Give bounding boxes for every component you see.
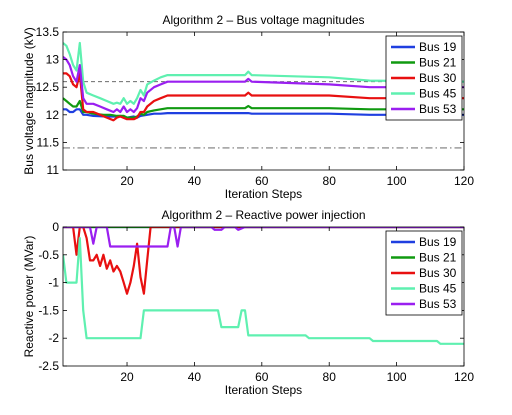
- x-tick-label: 60: [255, 370, 269, 384]
- x-tick-label: 20: [120, 174, 134, 188]
- y-tick-label: 13.5: [36, 25, 60, 39]
- y-tick-label: 11: [47, 163, 60, 177]
- series-line-bus-53: [63, 55, 464, 114]
- chart-title: Algorithm 2 – Bus voltage magnitudes: [162, 13, 364, 27]
- legend-entry: Bus 45: [419, 282, 457, 296]
- y-tick-label: -0.5: [38, 248, 59, 262]
- x-tick-label: 80: [323, 174, 337, 188]
- x-tick-label: 80: [323, 370, 337, 384]
- y-tick-label: 12.5: [36, 80, 60, 94]
- legend-entry: Bus 19: [419, 235, 457, 249]
- y-tick-label: 13: [46, 53, 60, 67]
- axes-frame: [62, 226, 465, 367]
- axes-frame: [62, 31, 465, 171]
- legend-entry: Bus 21: [419, 251, 457, 265]
- y-tick-label: 11.5: [37, 135, 60, 149]
- x-tick-label: 120: [454, 174, 474, 188]
- y-tick-label: -1.5: [38, 303, 59, 317]
- series-line-bus-30: [63, 227, 464, 295]
- series-line-bus-45: [63, 41, 464, 105]
- y-tick-label: -1: [48, 276, 59, 290]
- x-tick-label: 100: [387, 174, 407, 188]
- legend-entry: Bus 19: [419, 40, 457, 54]
- legend-entry: Bus 30: [419, 266, 457, 280]
- x-axis-label: Iteration Steps: [225, 383, 302, 397]
- x-tick-label: 40: [188, 174, 202, 188]
- series-group: [63, 41, 464, 122]
- series-line-bus-21: [63, 97, 464, 119]
- y-tick-label: -2.5: [38, 359, 59, 373]
- legend-entry: Bus 53: [419, 102, 457, 116]
- x-tick-label: 60: [255, 174, 269, 188]
- legend-entry: Bus 53: [419, 297, 457, 311]
- legend-entry: Bus 45: [419, 87, 457, 101]
- series-group: [63, 227, 464, 345]
- legend-entry: Bus 30: [419, 71, 457, 85]
- chart-title: Algorithm 2 – Reactive power injection: [161, 208, 365, 222]
- x-tick-label: 100: [387, 370, 407, 384]
- x-tick-label: 120: [454, 370, 474, 384]
- chart-panel-1: 20 40 60 80 100 120 11 11.5 12 12.5 13 13.5 Algorith…: [22, 13, 474, 201]
- series-line-bus-53: [63, 227, 464, 248]
- y-tick-label: 12: [46, 108, 60, 122]
- y-tick-label: 0: [52, 220, 59, 234]
- x-tick-label: 40: [188, 370, 202, 384]
- y-axis-label: Reactive power (MVar): [22, 236, 36, 358]
- y-axis-label: Bus voltage magnitude (kV): [22, 27, 36, 174]
- x-tick-label: 20: [120, 370, 134, 384]
- x-axis-label: Iteration Steps: [225, 187, 302, 201]
- chart-panel-2: 20 40 60 80 100 120 -2.5 -2 -1.5 -1 -0.5 0 Algorithm…: [22, 208, 474, 397]
- series-line-bus-45: [63, 237, 464, 345]
- y-tick-label: -2: [48, 331, 59, 345]
- legend-entry: Bus 21: [419, 56, 457, 70]
